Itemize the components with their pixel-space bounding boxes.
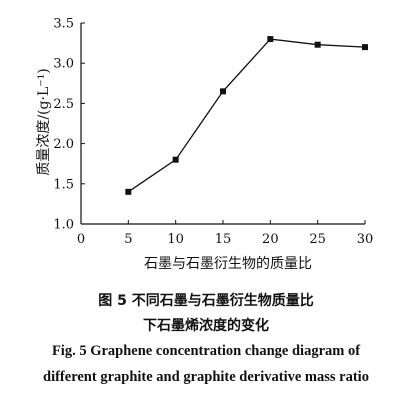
y-tick-label: 1.5 [53,177,74,192]
data-point-marker [314,41,321,48]
x-axis-label: 石墨与石墨衍生物的质量比 [144,256,312,272]
data-point-marker [172,156,179,163]
x-tick-label: 15 [215,232,232,247]
ticks: 0 5 10 15 20 25 30 1.0 1.5 2.0 2.5 3.0 3.5 [53,17,373,248]
caption-zh-line-1: 图 5 不同石墨与石墨衍生物质量比 [98,293,314,309]
x-tick-label: 20 [262,232,279,247]
data-point-marker [362,44,368,51]
axes [80,23,365,225]
data-point-marker [267,36,274,43]
y-tick-label: 1.0 [53,218,74,233]
x-tick-label: 25 [309,232,326,247]
y-tick-label: 3.0 [53,57,74,72]
caption-en-line-2: different graphite and graphite derivati… [43,369,369,385]
x-tick-label: 0 [77,232,85,247]
x-tick-label: 10 [167,232,184,247]
line-chart: 0 5 10 15 20 25 30 1.0 1.5 2.0 2.5 3.0 3.5 石墨与石墨衍生物的… [36,17,373,273]
x-tick-label: 30 [357,232,374,247]
series [125,36,368,195]
series-line [127,38,366,193]
x-tick-label: 5 [124,232,132,247]
data-point-marker [220,88,226,95]
y-axis-label: 质量浓度/(g·L⁻¹) [36,68,52,175]
y-tick-label: 2.5 [53,97,74,112]
y-tick-label: 2.0 [53,137,74,152]
caption-zh-line-2: 下石墨烯浓度的变化 [143,318,269,334]
caption-en-line-1: Fig. 5 Graphene concentration change dia… [51,343,361,359]
y-tick-label: 3.5 [53,17,74,32]
data-point-marker [125,188,132,195]
